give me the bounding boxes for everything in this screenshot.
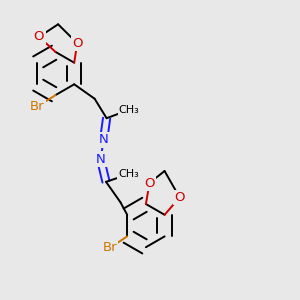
Text: CH₃: CH₃: [118, 169, 139, 179]
Text: Br: Br: [30, 100, 45, 113]
Text: O: O: [174, 191, 185, 204]
Text: O: O: [144, 176, 155, 190]
Text: O: O: [72, 37, 83, 50]
Text: O: O: [34, 30, 44, 44]
Text: N: N: [96, 153, 106, 166]
Text: N: N: [99, 133, 109, 146]
Text: Br: Br: [103, 241, 117, 254]
Text: CH₃: CH₃: [119, 105, 140, 115]
